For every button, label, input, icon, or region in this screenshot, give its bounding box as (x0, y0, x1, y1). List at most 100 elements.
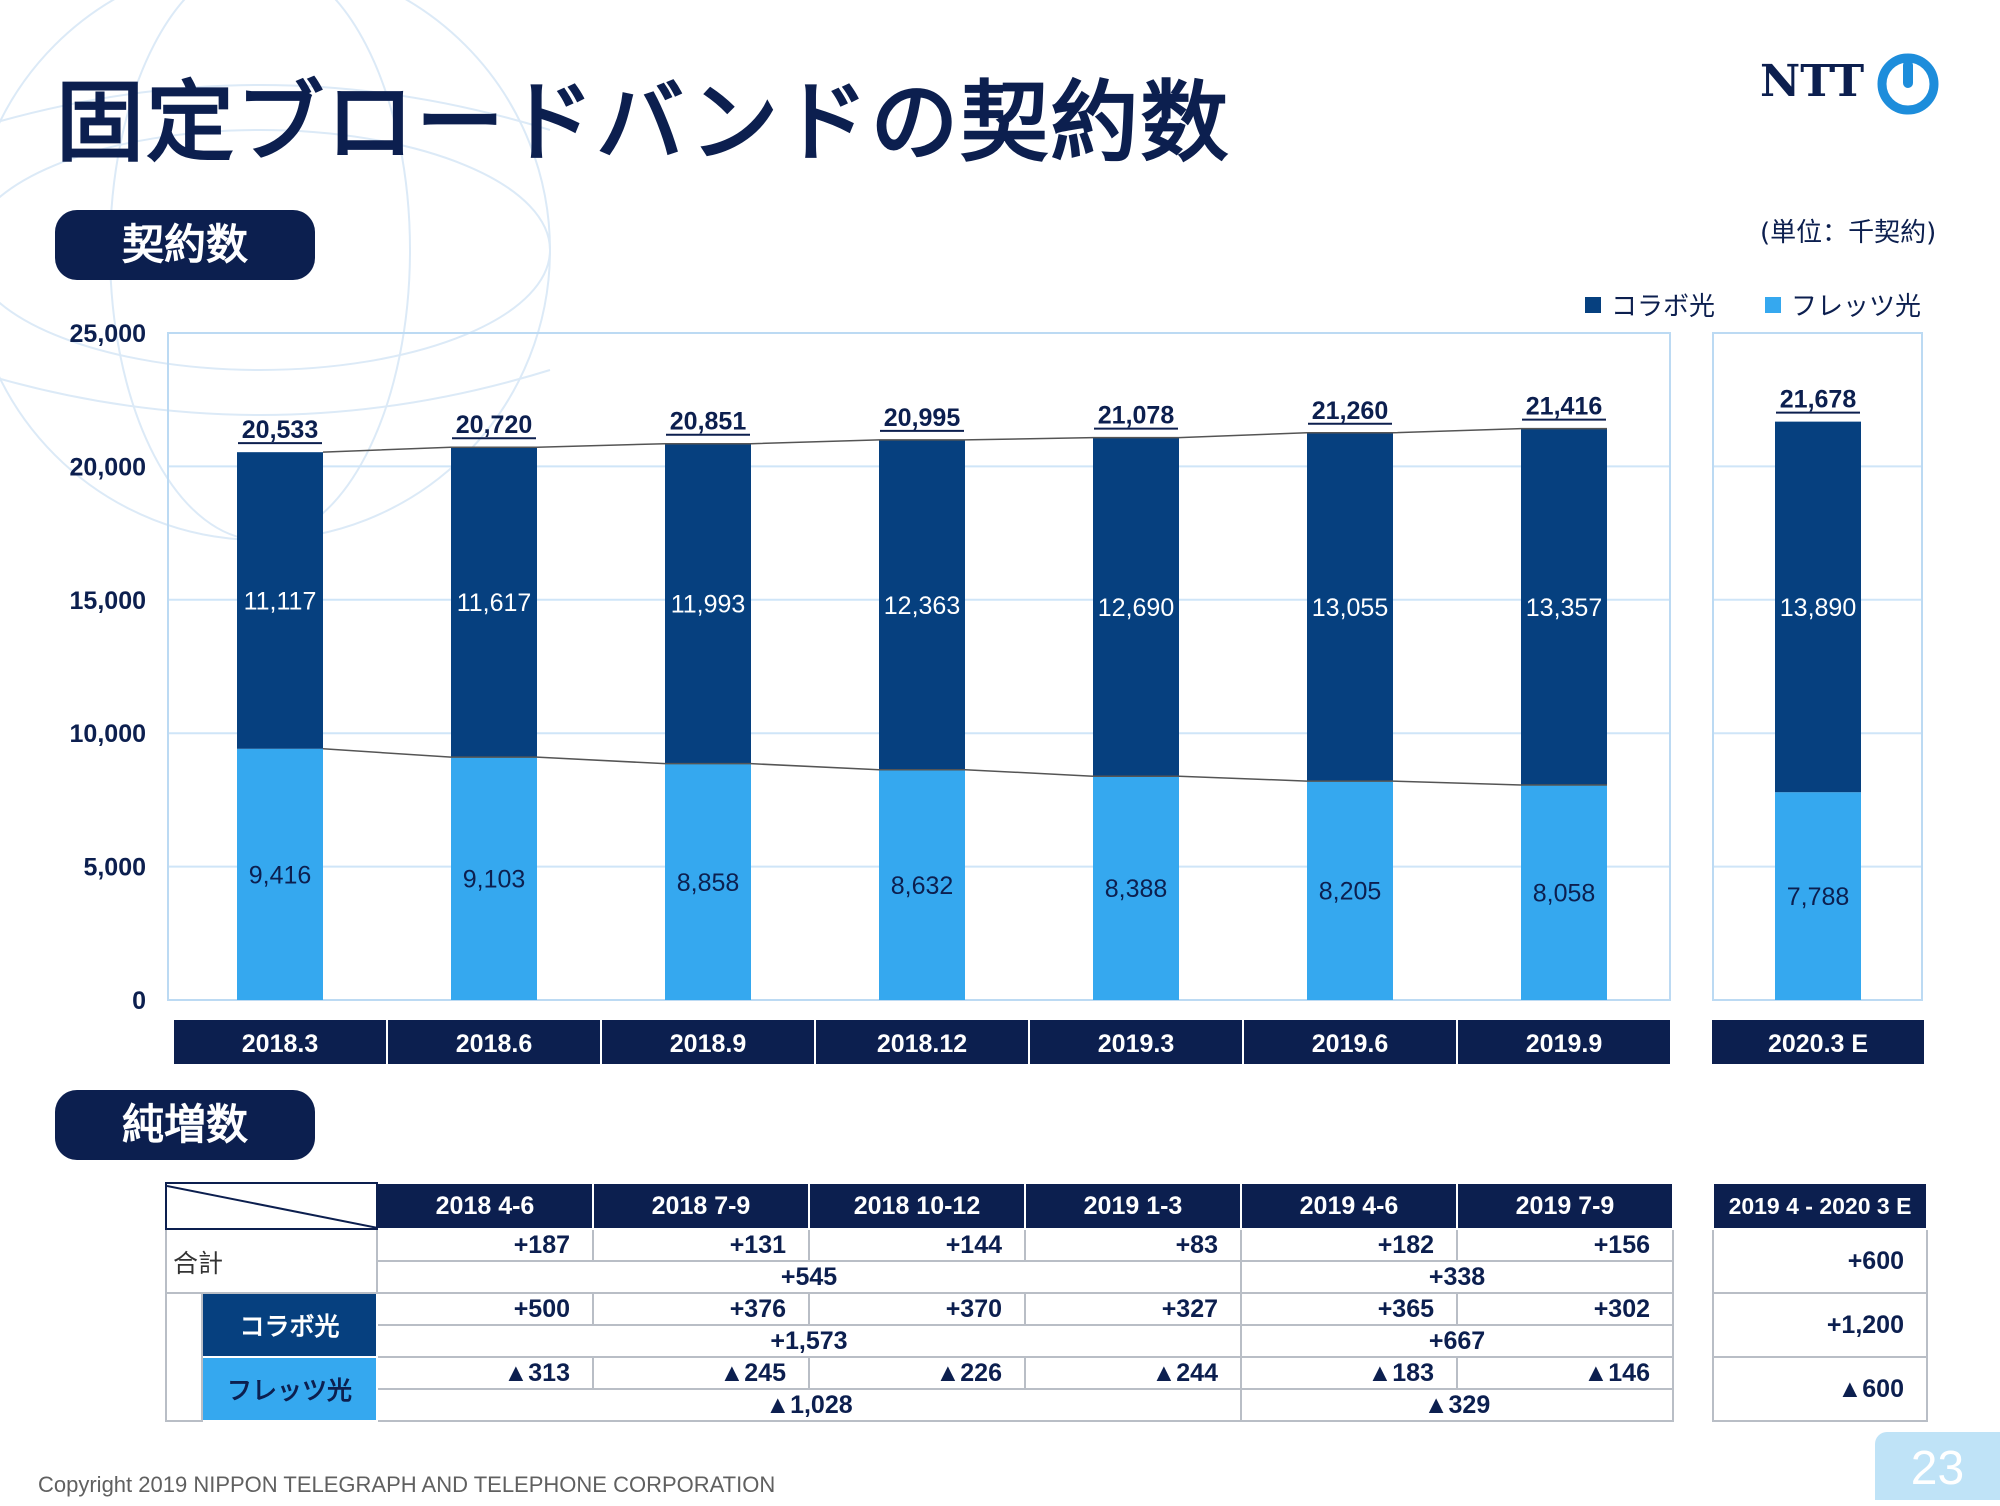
table-cell-sum: ▲1,028 (376, 1388, 1242, 1422)
data-label-total: 21,678 (1780, 386, 1857, 414)
table-cell: ▲244 (1024, 1356, 1242, 1390)
stacked-bar-chart: 0 5,000 10,000 15,000 20,000 25,000 9,416 11,11… (70, 320, 1926, 1066)
bar-flets (1307, 781, 1393, 1000)
table-cell: ▲183 (1240, 1356, 1458, 1390)
table-cell: ▲245 (592, 1356, 810, 1390)
bar-collabo (1307, 432, 1393, 782)
period-header: 2018 4-6 (376, 1182, 594, 1230)
data-label-collabo: 13,055 (1312, 594, 1388, 622)
table-row-total-sum: +545 +338 (166, 1260, 1674, 1294)
data-label-flets: 8,858 (677, 869, 740, 897)
table-cell-sum: +545 (376, 1260, 1242, 1294)
x-category-box (600, 1018, 816, 1066)
bar-collabo (879, 439, 965, 770)
x-category-box (172, 1018, 388, 1066)
y-tick-label: 10,000 (70, 720, 146, 748)
table-row-total-quarterly: 合計 +187 +131 +144 +83 +182 +156 (165, 1228, 1674, 1294)
x-tick-label: 2019.3 (1098, 1030, 1174, 1058)
x-tick-label: 2019.6 (1312, 1030, 1388, 1058)
forecast-period-header: 2019 4 - 2020 3 E (1712, 1182, 1928, 1230)
y-tick-label: 15,000 (70, 587, 146, 615)
indent-cell (165, 1292, 203, 1422)
bar-collabo (1775, 421, 1861, 793)
y-tick-label: 5,000 (83, 854, 146, 882)
x-category-box (1456, 1018, 1672, 1066)
table-cell: +131 (592, 1228, 810, 1262)
table-row-collabo-sum: +1,573 +667 (166, 1324, 1674, 1358)
data-label-flets: 9,103 (463, 866, 526, 894)
ntt-logo: NTT (1760, 52, 1950, 132)
table-cell-sum: +667 (1240, 1324, 1674, 1358)
bar-flets (879, 769, 965, 1000)
data-label-collabo: 12,690 (1098, 594, 1174, 622)
x-category-box (1242, 1018, 1458, 1066)
table-cell: +327 (1024, 1292, 1242, 1326)
data-label-flets: 8,205 (1319, 878, 1382, 906)
table-cell: ▲313 (376, 1356, 594, 1390)
bar-collabo (237, 452, 323, 749)
x-category-box (814, 1018, 1030, 1066)
table-row-flets-sum: ▲1,028 ▲329 (166, 1388, 1674, 1422)
period-header: 2019 1-3 (1024, 1182, 1242, 1230)
x-tick-label: 2018.6 (456, 1030, 532, 1058)
legend-swatch-collabo (1585, 296, 1601, 313)
data-label-total: 21,416 (1526, 393, 1602, 421)
page-number: 23 (1875, 1432, 2000, 1500)
data-label-collabo: 11,617 (457, 589, 532, 617)
data-label-collabo: 12,363 (884, 592, 960, 620)
legend-item-collabo: コラボ光 (1585, 286, 1715, 323)
legend-label-flets: フレッツ光 (1791, 292, 1922, 322)
ntt-logo-mark-icon (1877, 53, 1939, 115)
x-category-box (386, 1018, 602, 1066)
unit-label: (単位：千契約) (1760, 218, 1937, 248)
data-label-flets: 9,416 (249, 861, 312, 889)
forecast-header-row: 2019 4 - 2020 3 E (1712, 1182, 1928, 1230)
trend-line-flets (322, 748, 1607, 786)
data-label-total: 20,851 (670, 408, 747, 436)
data-label-total: 21,260 (1312, 397, 1388, 425)
x-tick-label: 2018.12 (877, 1030, 967, 1058)
bar-collabo (1093, 437, 1179, 777)
table-cell: +376 (592, 1292, 810, 1326)
table-corner-cell (165, 1182, 378, 1230)
forecast-row-total: +600 (1712, 1228, 1928, 1294)
bar-flets (1093, 776, 1179, 1000)
forecast-row-collabo: +1,200 (1712, 1292, 1928, 1358)
forecast-cell-collabo: +1,200 (1712, 1292, 1928, 1358)
x-tick-label: 2018.3 (242, 1030, 318, 1058)
copyright-text: Copyright 2019 NIPPON TELEGRAPH AND TELE… (38, 1472, 776, 1497)
table-cell: +302 (1456, 1292, 1674, 1326)
bar-flets (665, 763, 751, 1000)
x-category-box (1710, 1018, 1926, 1066)
table-cell: +500 (376, 1292, 594, 1326)
table-cell-sum: +338 (1240, 1260, 1674, 1294)
page-title: 固定ブロードバンドの契約数 (56, 71, 1231, 174)
data-label-flets: 7,788 (1787, 883, 1850, 911)
row-label-collabo: コラボ光 (201, 1292, 378, 1358)
data-label-total: 20,720 (456, 411, 532, 439)
period-header: 2018 10-12 (808, 1182, 1026, 1230)
table-cell: +182 (1240, 1228, 1458, 1262)
data-label-total: 21,078 (1098, 402, 1175, 430)
table-row-flets-quarterly: フレッツ光 ▲313 ▲245 ▲226 ▲244 ▲183 ▲146 (166, 1356, 1674, 1422)
period-header: 2019 7-9 (1456, 1182, 1674, 1230)
legend-item-flets: フレッツ光 (1765, 286, 1921, 323)
forecast-cell-total: +600 (1712, 1228, 1928, 1294)
legend-label-collabo: コラボ光 (1611, 292, 1716, 322)
table-cell-sum: ▲329 (1240, 1388, 1674, 1422)
forecast-row-flets: ▲600 (1712, 1356, 1928, 1422)
y-tick-label: 0 (132, 987, 146, 1015)
net-increase-table: 2018 4-6 2018 7-9 2018 10-12 2019 1-3 20… (165, 1182, 1674, 1422)
table-header-row: 2018 4-6 2018 7-9 2018 10-12 2019 1-3 20… (165, 1182, 1674, 1230)
trend-line-total (322, 427, 1607, 453)
section-label-contracts: 契約数 (55, 210, 315, 280)
period-header: 2019 4-6 (1240, 1182, 1458, 1230)
table-cell-sum: +1,573 (376, 1324, 1242, 1358)
table-cell: +156 (1456, 1228, 1674, 1262)
bar-collabo (1521, 428, 1607, 786)
table-cell: +370 (808, 1292, 1026, 1326)
table-row-collabo-quarterly: コラボ光 +500 +376 +370 +327 +365 +302 (165, 1292, 1674, 1422)
data-label-collabo: 11,117 (244, 587, 317, 615)
data-label-collabo: 13,890 (1780, 594, 1856, 622)
x-tick-label: 2020.3 E (1768, 1030, 1868, 1058)
